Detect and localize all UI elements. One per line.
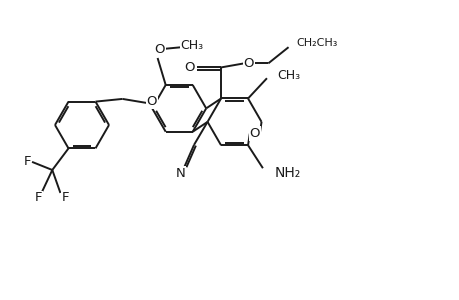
Text: CH₃: CH₃: [180, 39, 203, 52]
Text: F: F: [62, 191, 69, 204]
Text: F: F: [23, 155, 31, 168]
Text: O: O: [243, 57, 254, 70]
Text: O: O: [249, 127, 259, 140]
Text: O: O: [154, 44, 164, 56]
Text: F: F: [35, 191, 42, 204]
Text: O: O: [184, 61, 195, 74]
Text: O: O: [146, 95, 157, 109]
Text: NH₂: NH₂: [274, 166, 301, 180]
Text: N: N: [175, 167, 185, 180]
Text: CH₃: CH₃: [276, 69, 299, 82]
Text: CH₂CH₃: CH₂CH₃: [296, 38, 337, 48]
